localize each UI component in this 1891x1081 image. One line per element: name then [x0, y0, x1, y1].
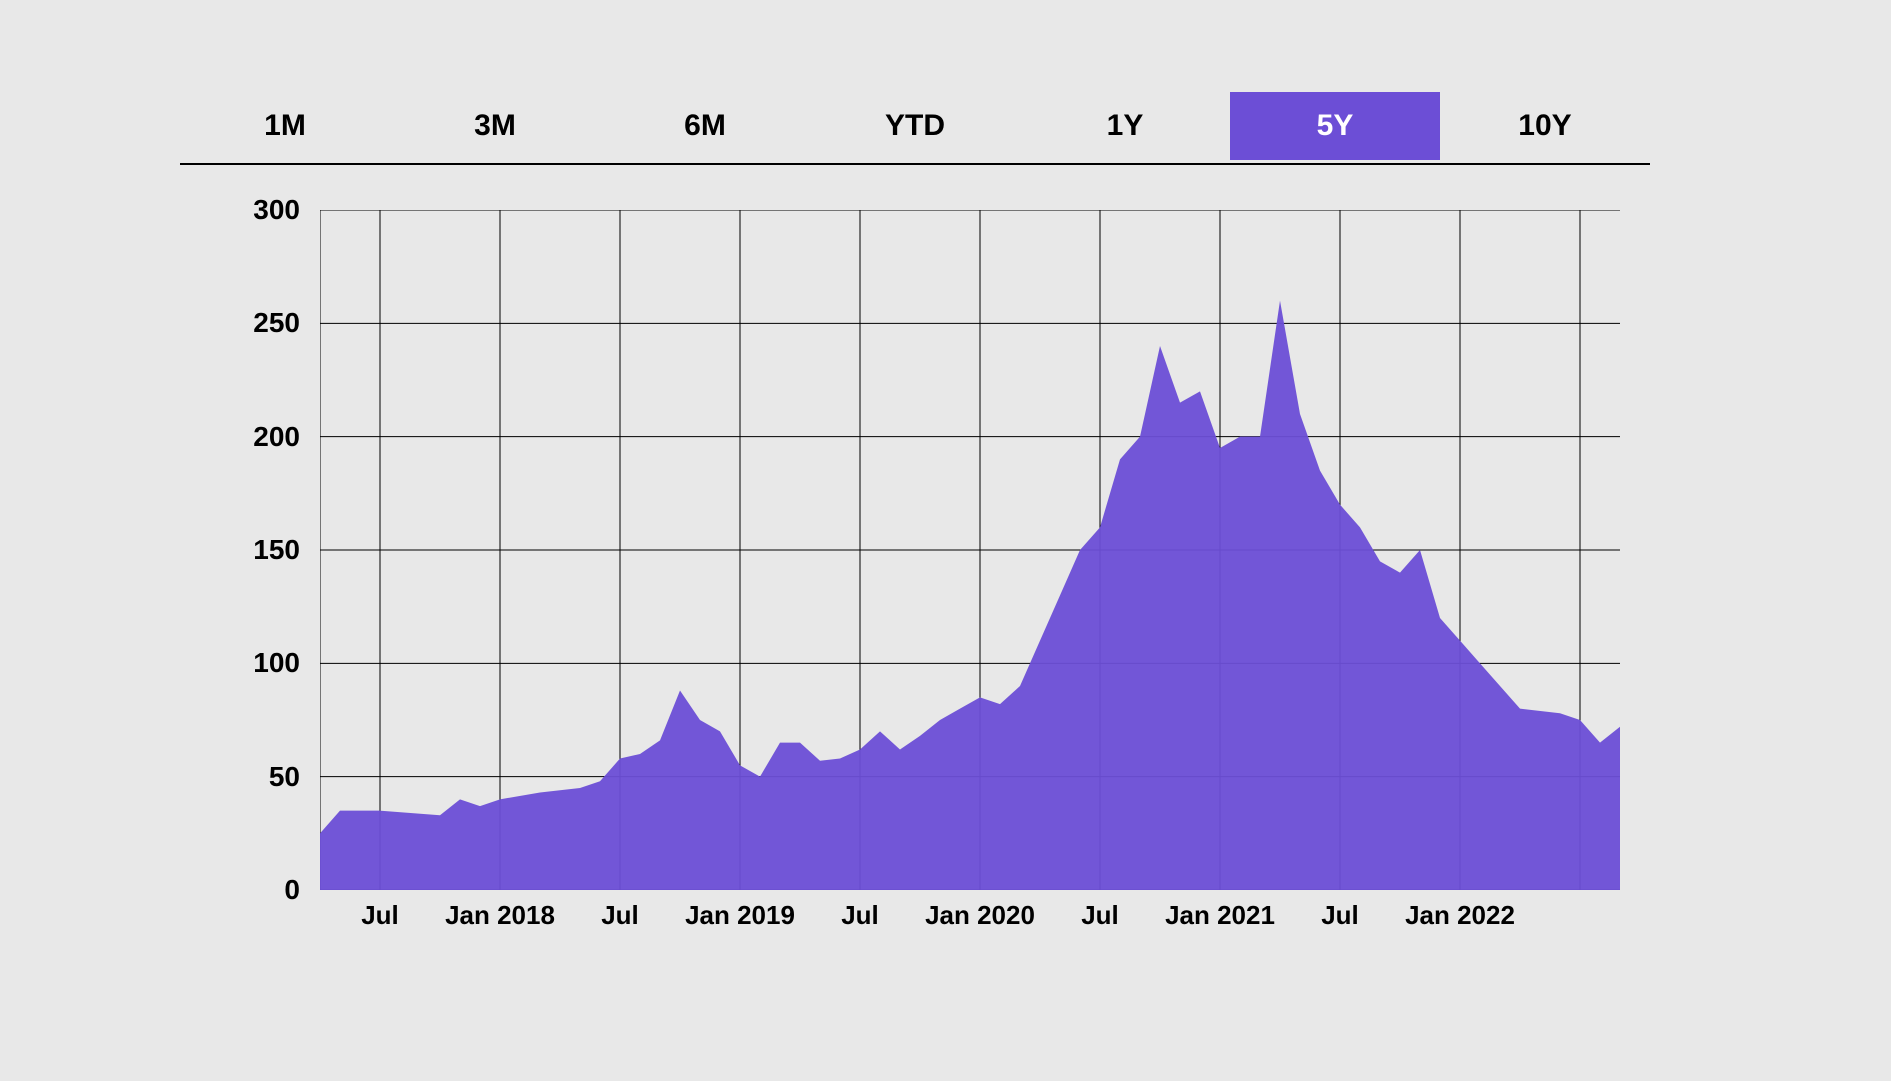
- x-tick-label: Jul: [361, 900, 399, 931]
- y-tick-label: 100: [220, 647, 300, 679]
- x-tick-label: Jan 2021: [1165, 900, 1275, 931]
- y-tick-label: 0: [220, 874, 300, 906]
- area-series: [320, 301, 1620, 890]
- x-tick-label: Jan 2019: [685, 900, 795, 931]
- tabs-underline: [180, 163, 1650, 165]
- y-tick-label: 300: [220, 194, 300, 226]
- x-tick-label: Jul: [601, 900, 639, 931]
- chart-container: 1M 3M 6M YTD 1Y 5Y 10Y 0 50 100 150 200 250 30…: [0, 0, 1891, 1081]
- time-range-tabs: 1M 3M 6M YTD 1Y 5Y 10Y: [180, 88, 1650, 164]
- x-tick-label: Jan 2018: [445, 900, 555, 931]
- chart-svg: [320, 210, 1620, 890]
- y-tick-label: 50: [220, 761, 300, 793]
- tab-1y[interactable]: 1Y: [1020, 92, 1230, 160]
- y-tick-label: 250: [220, 307, 300, 339]
- x-tick-label: Jan 2020: [925, 900, 1035, 931]
- tab-3m[interactable]: 3M: [390, 92, 600, 160]
- x-tick-label: Jul: [841, 900, 879, 931]
- y-tick-label: 150: [220, 534, 300, 566]
- tab-10y[interactable]: 10Y: [1440, 92, 1650, 160]
- price-area-chart: [320, 210, 1620, 890]
- y-tick-label: 200: [220, 421, 300, 453]
- tab-ytd[interactable]: YTD: [810, 92, 1020, 160]
- x-tick-label: Jul: [1321, 900, 1359, 931]
- x-tick-label: Jan 2022: [1405, 900, 1515, 931]
- tab-5y[interactable]: 5Y: [1230, 92, 1440, 160]
- tab-6m[interactable]: 6M: [600, 92, 810, 160]
- tab-1m[interactable]: 1M: [180, 92, 390, 160]
- x-tick-label: Jul: [1081, 900, 1119, 931]
